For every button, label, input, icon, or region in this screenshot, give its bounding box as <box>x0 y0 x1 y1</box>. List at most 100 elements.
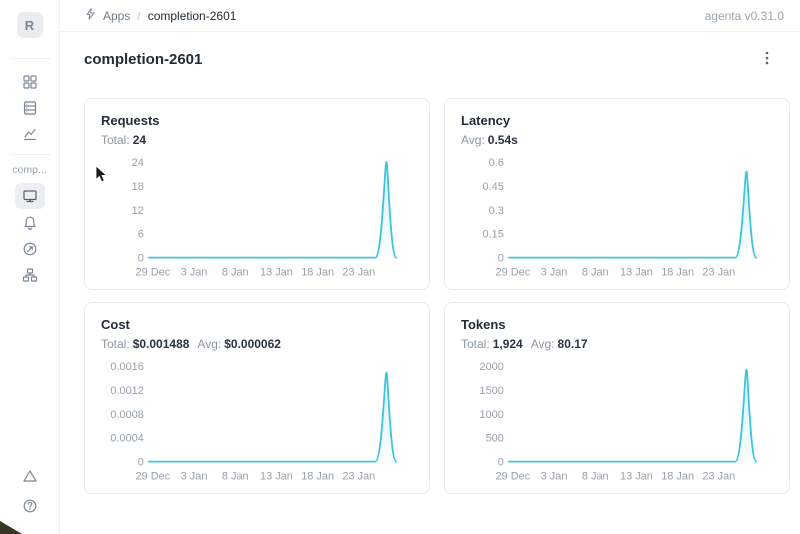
y-tick-label: 500 <box>486 433 504 445</box>
x-tick-label: 13 Jan <box>620 267 653 279</box>
card-stats: Total: 1,924 Avg: 80.17 <box>461 336 773 352</box>
version-label: agenta v0.31.0 <box>704 8 784 23</box>
sidebar-item-test-sets[interactable] <box>16 96 44 120</box>
breadcrumb: Apps / completion-2601 <box>84 7 236 24</box>
metric-card-tokens: Tokens Total: 1,924 Avg: 80.17 0 500 1000 1500 20… <box>444 302 790 494</box>
sidebar-item-help[interactable] <box>16 494 44 518</box>
breadcrumb-apps-link[interactable]: Apps <box>103 8 131 23</box>
metric-card-cost: Cost Total: $0.001488 Avg: $0.000062 0 0.0004 0… <box>84 302 430 494</box>
x-tick-label: 8 Jan <box>582 471 609 483</box>
metric-card-requests: Requests Total: 24 0 6 12 18 24 29 Dec 3 Jan 8 Jan… <box>84 98 430 290</box>
x-tick-label: 8 Jan <box>222 267 249 279</box>
x-tick-label: 29 Dec <box>495 471 530 483</box>
stat: Avg: $0.000062 <box>197 337 281 351</box>
x-tick-label: 18 Jan <box>661 471 694 483</box>
y-tick-label: 2000 <box>479 361 503 373</box>
x-tick-label: 18 Jan <box>301 267 334 279</box>
monitor-icon <box>22 188 38 204</box>
requests-chart[interactable]: 0 6 12 18 24 29 Dec 3 Jan 8 Jan 13 Jan 18 Jan 23 J… <box>101 154 413 282</box>
y-tick-label: 0.0008 <box>110 409 144 421</box>
x-tick-label: 29 Dec <box>135 471 170 483</box>
stat-label: Avg: <box>530 337 555 351</box>
card-stats: Avg: 0.54s <box>461 132 773 148</box>
stat: Total: 1,924 <box>461 337 523 351</box>
sidebar-app-label: comp... <box>12 164 47 176</box>
question-circle-icon <box>22 498 38 514</box>
series-line <box>507 368 758 463</box>
workspace-avatar[interactable]: R <box>16 12 43 38</box>
x-tick-label: 23 Jan <box>342 471 375 483</box>
corner-artifact <box>0 521 22 534</box>
sidebar-item-observability[interactable] <box>16 237 44 261</box>
line-chart-icon <box>22 126 38 142</box>
page-title: completion-2601 <box>84 51 203 68</box>
tree-icon <box>22 267 38 283</box>
bolt-icon <box>84 7 97 24</box>
x-tick-label: 13 Jan <box>260 471 293 483</box>
sidebar-item-notifications[interactable] <box>16 211 44 235</box>
y-tick-label: 0.45 <box>483 181 504 193</box>
table-icon <box>22 100 38 116</box>
x-tick-label: 23 Jan <box>702 267 735 279</box>
series-area <box>508 171 757 258</box>
card-title: Cost <box>101 317 130 332</box>
more-actions-button[interactable] <box>756 48 778 71</box>
x-tick-label: 8 Jan <box>222 471 249 483</box>
x-tick-label: 23 Jan <box>342 267 375 279</box>
series-area <box>508 369 757 462</box>
sidebar-divider <box>9 154 50 155</box>
bell-icon <box>22 215 38 231</box>
latency-chart[interactable]: 0 0.15 0.3 0.45 0.6 29 Dec 3 Jan 8 Jan 13 Jan 18 … <box>461 154 773 282</box>
series-line <box>507 170 758 259</box>
stat-label: Avg: <box>461 133 485 147</box>
main-area: Apps / completion-2601 agenta v0.31.0 co… <box>60 0 800 534</box>
x-tick-label: 18 Jan <box>301 471 334 483</box>
x-tick-label: 29 Dec <box>135 267 170 279</box>
stat-label: Total: <box>461 337 490 351</box>
tokens-chart[interactable]: 0 500 1000 1500 2000 29 Dec 3 Jan 8 Jan 13 Jan 18… <box>461 358 773 486</box>
y-tick-label: 18 <box>132 181 144 193</box>
stat-value: 80.17 <box>557 337 588 351</box>
y-tick-label: 0.0012 <box>110 385 144 397</box>
sidebar-divider <box>9 58 50 59</box>
metric-card-latency: Latency Avg: 0.54s 0 0.15 0.3 0.45 0.6 29 Dec 3 J… <box>444 98 790 290</box>
x-tick-label: 18 Jan <box>661 267 694 279</box>
sidebar-item-overview[interactable] <box>14 183 45 209</box>
series-line <box>147 161 398 259</box>
y-tick-label: 1500 <box>479 385 503 397</box>
x-tick-label: 13 Jan <box>260 267 293 279</box>
stat: Avg: 80.17 <box>531 337 588 351</box>
top-bar: Apps / completion-2601 agenta v0.31.0 <box>60 0 800 32</box>
sidebar-item-apps[interactable] <box>16 70 44 94</box>
stat-value: 1,924 <box>492 337 523 351</box>
y-tick-label: 0.6 <box>489 157 504 169</box>
card-stats: Total: 24 <box>101 132 413 148</box>
series-area <box>148 161 397 258</box>
card-title: Requests <box>101 113 160 128</box>
x-tick-label: 13 Jan <box>620 471 653 483</box>
triangle-icon <box>22 468 38 484</box>
card-stats: Total: $0.001488 Avg: $0.000062 <box>101 336 413 352</box>
series-area <box>148 372 397 462</box>
breadcrumb-current: completion-2601 <box>147 8 237 23</box>
x-tick-label: 3 Jan <box>541 267 568 279</box>
x-tick-label: 8 Jan <box>582 267 609 279</box>
stat-value: 0.54s <box>487 133 518 147</box>
sidebar-item-traces[interactable] <box>16 263 44 287</box>
y-tick-label: 0 <box>498 457 504 469</box>
cost-chart[interactable]: 0 0.0004 0.0008 0.0012 0.0016 29 Dec 3 Jan 8 Ja… <box>101 358 413 486</box>
x-tick-label: 29 Dec <box>495 267 530 279</box>
title-row: completion-2601 <box>60 32 800 72</box>
y-tick-label: 6 <box>138 229 144 241</box>
y-tick-label: 0 <box>138 253 144 265</box>
gauge-icon <box>22 241 38 257</box>
stat-value: $0.000062 <box>224 337 281 351</box>
stat-label: Total: <box>101 133 130 147</box>
kebab-menu-icon <box>760 51 774 69</box>
metric-cards-grid: Requests Total: 24 0 6 12 18 24 29 Dec 3 Jan 8 Jan… <box>84 98 790 494</box>
sidebar-item-alerts[interactable] <box>16 464 44 488</box>
y-tick-label: 12 <box>132 205 144 217</box>
stat: Total: $0.001488 <box>101 337 189 351</box>
sidebar-item-evaluations[interactable] <box>16 122 44 146</box>
